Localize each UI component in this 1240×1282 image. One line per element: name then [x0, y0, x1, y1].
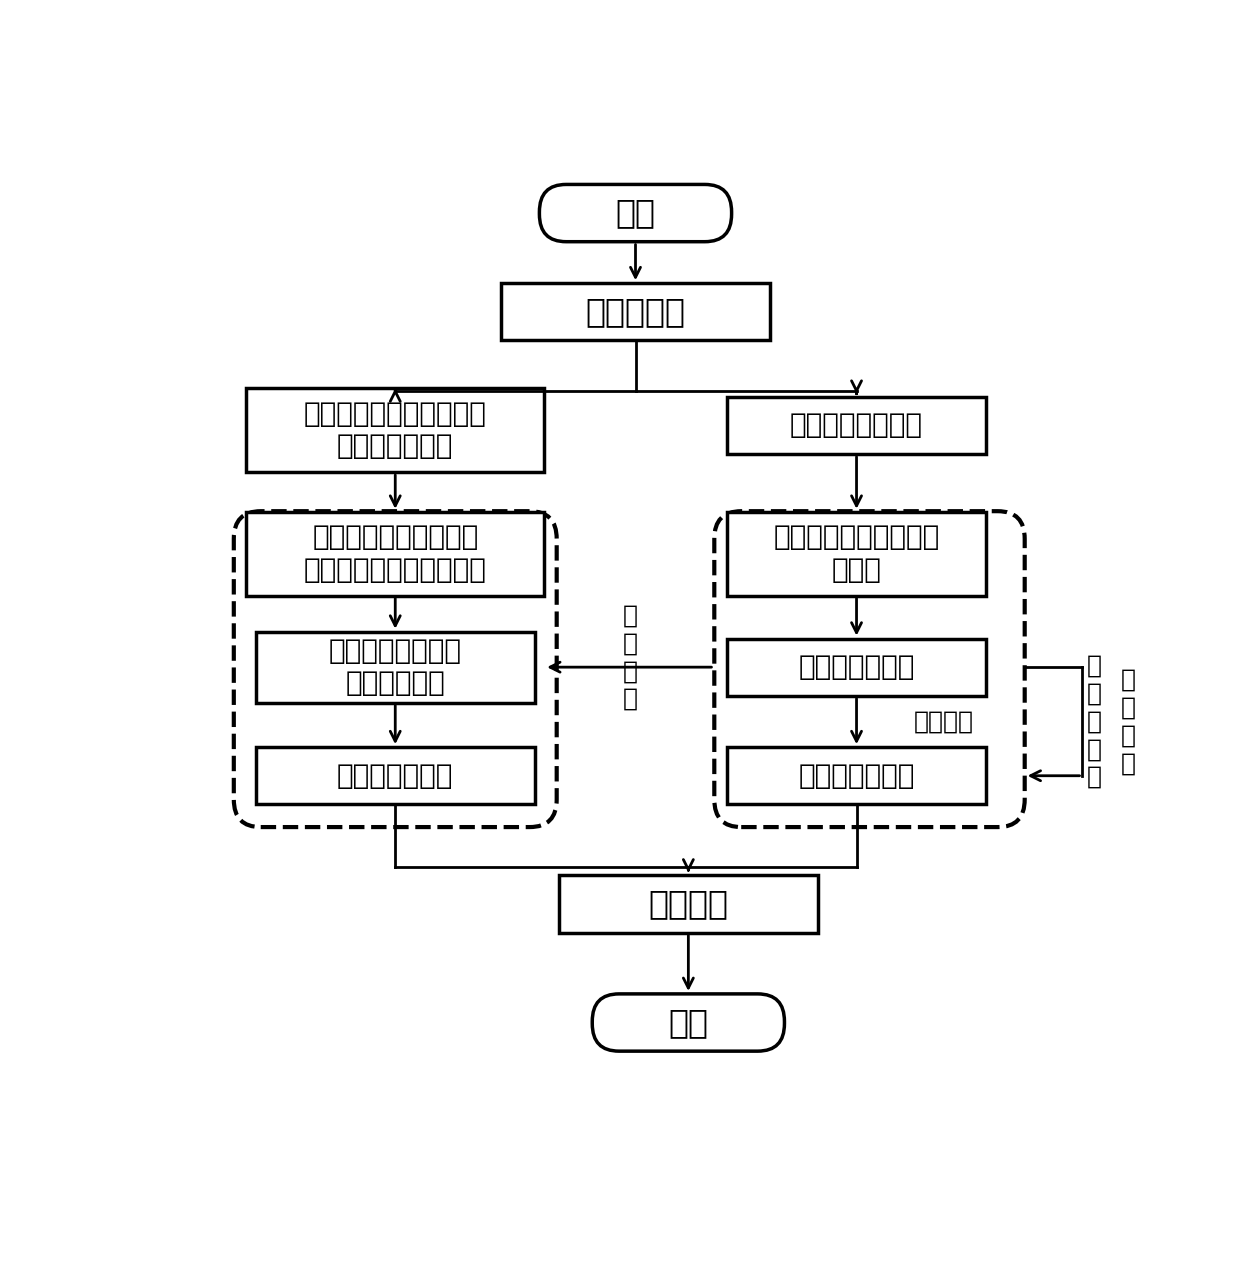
Bar — [501, 283, 770, 341]
Text: 数据存储与转换: 数据存储与转换 — [337, 762, 454, 790]
Text: 数据存储与转换: 数据存储与转换 — [799, 762, 915, 790]
Text: 位
移
数
据: 位 移 数 据 — [624, 604, 639, 712]
Text: 模
型
更
新: 模 型 更 新 — [1121, 668, 1136, 776]
Text: 荷载施加与求解: 荷载施加与求解 — [799, 653, 915, 681]
Bar — [255, 747, 534, 804]
Text: 预制加工及安装隧道管
体、锚索，布置流体环境: 预制加工及安装隧道管 体、锚索，布置流体环境 — [304, 523, 486, 583]
Text: 多轴作动器对隧道
行车路面加载: 多轴作动器对隧道 行车路面加载 — [329, 637, 461, 697]
Bar — [247, 512, 544, 596]
Bar — [727, 747, 986, 804]
Text: 力、位移: 力、位移 — [914, 709, 975, 733]
Text: 划分子结构: 划分子结构 — [585, 295, 686, 328]
Text: 有限元建模：车辆为列
车模型: 有限元建模：车辆为列 车模型 — [774, 523, 940, 583]
Bar — [247, 388, 544, 472]
Text: 物理子结构：悬浮隧道管
体、锚索、流体: 物理子结构：悬浮隧道管 体、锚索、流体 — [304, 400, 486, 460]
Bar — [727, 512, 986, 596]
Text: 结束: 结束 — [668, 1006, 708, 1038]
Text: 数值子结构：车辆: 数值子结构：车辆 — [790, 412, 923, 440]
Bar — [559, 876, 818, 933]
Text: 数据呈现: 数据呈现 — [649, 887, 728, 920]
Bar — [727, 396, 986, 454]
Text: 力
数
据
反
馈: 力 数 据 反 馈 — [1087, 654, 1102, 788]
FancyBboxPatch shape — [593, 994, 785, 1051]
Text: 开始: 开始 — [615, 196, 656, 229]
FancyBboxPatch shape — [539, 185, 732, 242]
Bar — [255, 632, 534, 703]
Bar — [727, 638, 986, 696]
